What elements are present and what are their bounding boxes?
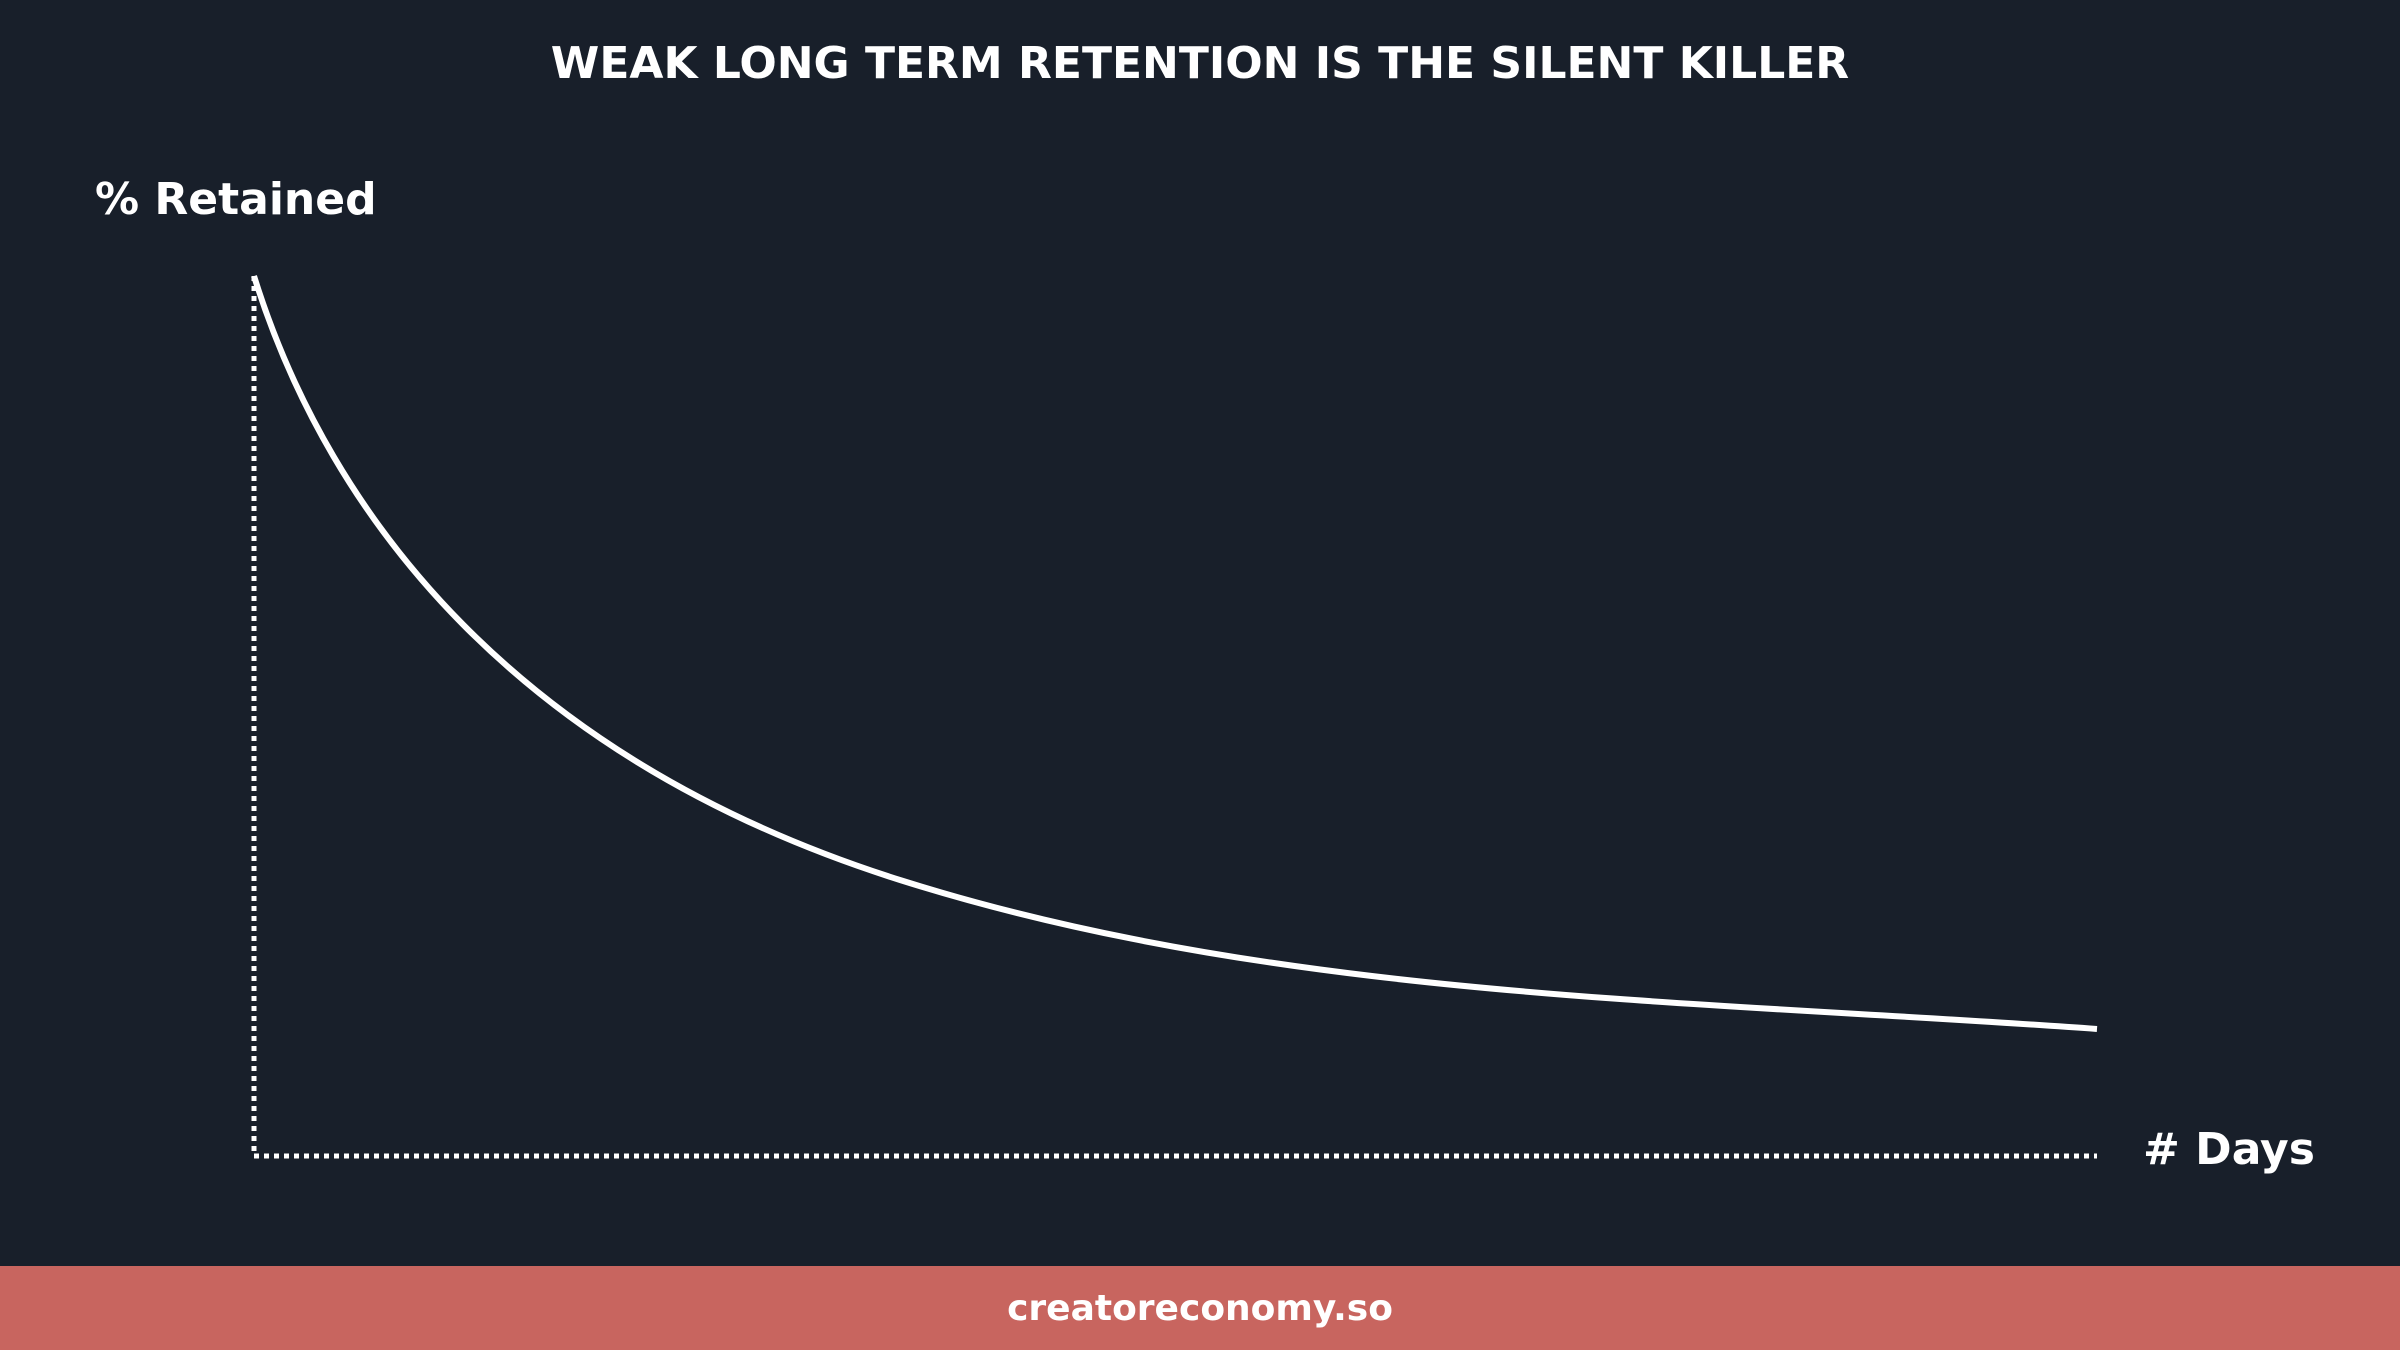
footer-text: creatoreconomy.so bbox=[1007, 1288, 1393, 1329]
retention-curve bbox=[251, 275, 2098, 1032]
y-axis-label: % Retained bbox=[95, 174, 377, 225]
title: WEAK LONG TERM RETENTION IS THE SILENT K… bbox=[551, 38, 1849, 89]
x-axis-label: # Days bbox=[2143, 1124, 2315, 1175]
footer-band bbox=[0, 1266, 2400, 1350]
